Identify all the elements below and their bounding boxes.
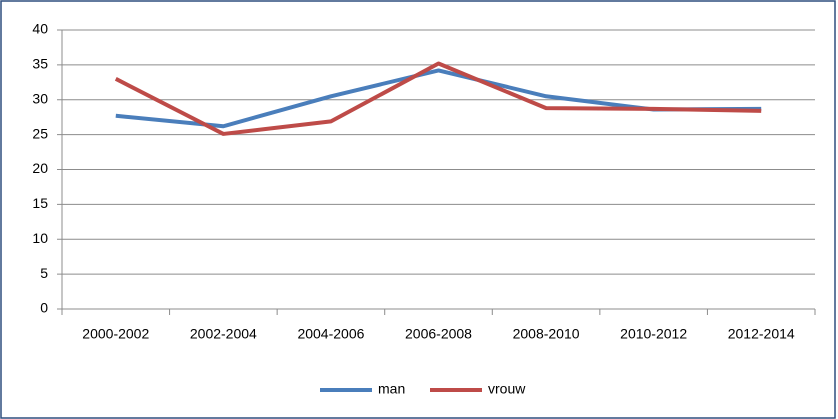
series-line [114, 61, 762, 136]
x-tick-label: 2002-2004 [190, 326, 257, 342]
legend-label: man [378, 381, 405, 397]
y-tick-label: 10 [32, 230, 48, 246]
y-tick-label: 40 [32, 21, 48, 37]
x-tick-label: 2008-2010 [513, 326, 580, 342]
y-tick-label: 5 [40, 265, 48, 281]
y-tick-label: 25 [32, 125, 48, 141]
x-tick-label: 2004-2006 [297, 326, 364, 342]
x-tick-label: 2006-2008 [405, 326, 472, 342]
y-tick-label: 30 [32, 90, 48, 106]
y-tick-label: 35 [32, 56, 48, 72]
y-tick-label: 15 [32, 195, 48, 211]
y-tick-label: 20 [32, 160, 48, 176]
x-tick-label: 2010-2012 [620, 326, 687, 342]
legend-label: vrouw [488, 381, 526, 397]
x-tick-label: 2000-2002 [82, 326, 149, 342]
y-tick-label: 0 [40, 300, 48, 316]
series-line [115, 68, 762, 129]
x-tick-label: 2012-2014 [728, 326, 795, 342]
